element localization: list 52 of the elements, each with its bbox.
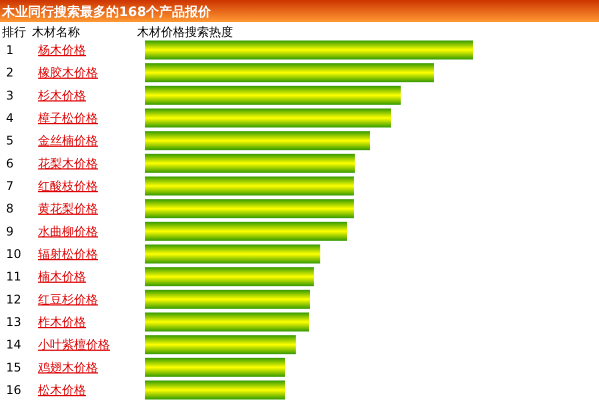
bar bbox=[145, 267, 314, 286]
text: 11 bbox=[6, 270, 22, 284]
x-axis-title: 木材价格搜索热度 bbox=[137, 25, 233, 39]
text: 7 bbox=[6, 179, 14, 193]
bar bbox=[145, 290, 310, 309]
bar bbox=[145, 154, 355, 173]
y-tick-label: 楠木价格 bbox=[38, 270, 86, 284]
bar bbox=[145, 222, 348, 241]
y-tick-label: 松木价格 bbox=[38, 383, 86, 397]
text: 5 bbox=[6, 134, 14, 148]
bar bbox=[145, 380, 286, 400]
y-tick-label: 花梨木价格 bbox=[38, 156, 98, 170]
y-tick-label: 小叶紫檀价格 bbox=[38, 338, 110, 352]
y-tick-label: 鸡翅木价格 bbox=[37, 360, 98, 374]
text: 10 bbox=[6, 247, 22, 261]
y-tick-label: 杨木价格 bbox=[37, 43, 86, 57]
y-axis-title: 木材名称 bbox=[32, 25, 80, 39]
text: 13 bbox=[6, 315, 22, 329]
text: 2 bbox=[6, 66, 14, 80]
bar bbox=[145, 199, 354, 218]
y-tick-label: 红豆杉价格 bbox=[38, 292, 98, 306]
text: 9 bbox=[6, 224, 14, 238]
y-tick-label: 柞木价格 bbox=[38, 315, 86, 329]
chart-title: 木业同行搜索最多的168个产品报价 bbox=[1, 4, 212, 20]
text: 14 bbox=[6, 338, 22, 352]
bar bbox=[145, 108, 391, 128]
bar bbox=[145, 176, 354, 196]
y-tick-label: 水曲柳价格 bbox=[38, 224, 98, 238]
bar bbox=[145, 335, 296, 354]
bar bbox=[145, 131, 370, 150]
y-tick-label: 樟子松价格 bbox=[37, 111, 98, 125]
y-tick-label: 杉木价格 bbox=[37, 88, 86, 102]
text: 8 bbox=[6, 202, 14, 216]
text: 4 bbox=[6, 111, 14, 125]
bar bbox=[145, 40, 473, 60]
bar bbox=[145, 86, 401, 105]
text: 6 bbox=[6, 156, 14, 170]
y-tick-label: 金丝楠价格 bbox=[38, 134, 98, 148]
bar bbox=[145, 358, 286, 377]
text: 1 bbox=[6, 43, 14, 57]
text: 3 bbox=[6, 88, 14, 102]
y-tick-label: 辐射松价格 bbox=[38, 247, 98, 261]
text: 15 bbox=[6, 360, 22, 374]
y-tick-label: 橡胶木价格 bbox=[38, 66, 98, 80]
bar bbox=[145, 244, 320, 264]
bar bbox=[145, 312, 309, 332]
text: 16 bbox=[6, 383, 22, 397]
text: 排行 bbox=[2, 25, 26, 39]
y-tick-label: 红酸枝价格 bbox=[38, 179, 98, 193]
bar bbox=[145, 63, 434, 82]
y-tick-label: 黄花梨价格 bbox=[38, 202, 98, 216]
text: 12 bbox=[6, 292, 22, 306]
